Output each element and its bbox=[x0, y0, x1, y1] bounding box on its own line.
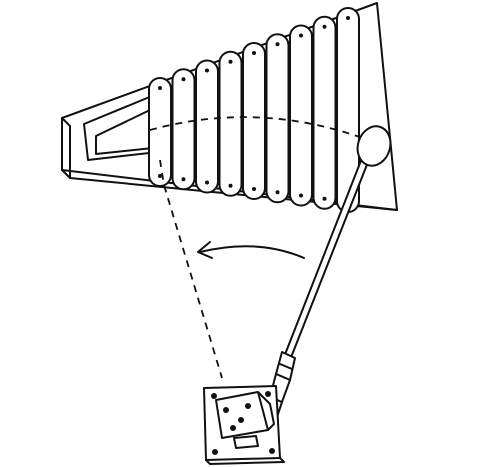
fin-bottom-dot bbox=[322, 196, 327, 201]
fin-top-dot bbox=[346, 16, 350, 20]
fin-bottom-dot bbox=[205, 180, 209, 185]
fin-bottom-dot bbox=[228, 183, 233, 188]
fin-top-dot bbox=[228, 59, 233, 64]
heater-fin bbox=[148, 77, 172, 187]
fin-top-dot bbox=[299, 33, 303, 38]
fin-bottom-dot bbox=[275, 190, 280, 195]
heater-fin bbox=[265, 33, 290, 204]
fin-top-dot bbox=[158, 86, 162, 90]
fin-bottom-dot bbox=[181, 177, 186, 182]
rotation-arrow-icon bbox=[197, 241, 305, 259]
swing-path-arc bbox=[149, 116, 369, 141]
swing-guide-line bbox=[159, 159, 223, 379]
heater-fin bbox=[171, 68, 196, 191]
arm-pivot-knob bbox=[356, 125, 392, 167]
fin-bottom-dot bbox=[158, 174, 162, 178]
fin-top-dot bbox=[322, 24, 327, 29]
wall-mount-plate-icon bbox=[203, 385, 285, 465]
fin-bottom-dot bbox=[252, 187, 256, 191]
fin-bottom-dot bbox=[299, 193, 303, 198]
heater-fin bbox=[312, 15, 337, 210]
fin-top-dot bbox=[205, 68, 209, 73]
heater-fins bbox=[148, 7, 360, 213]
heater-fin bbox=[336, 7, 360, 213]
fin-top-dot bbox=[181, 77, 186, 82]
heater-fin bbox=[218, 50, 243, 197]
heater-fin bbox=[289, 24, 313, 207]
heater-fin bbox=[195, 59, 219, 194]
fin-top-dot bbox=[275, 42, 280, 47]
fin-top-dot bbox=[252, 51, 256, 55]
heater-fin bbox=[242, 42, 266, 200]
